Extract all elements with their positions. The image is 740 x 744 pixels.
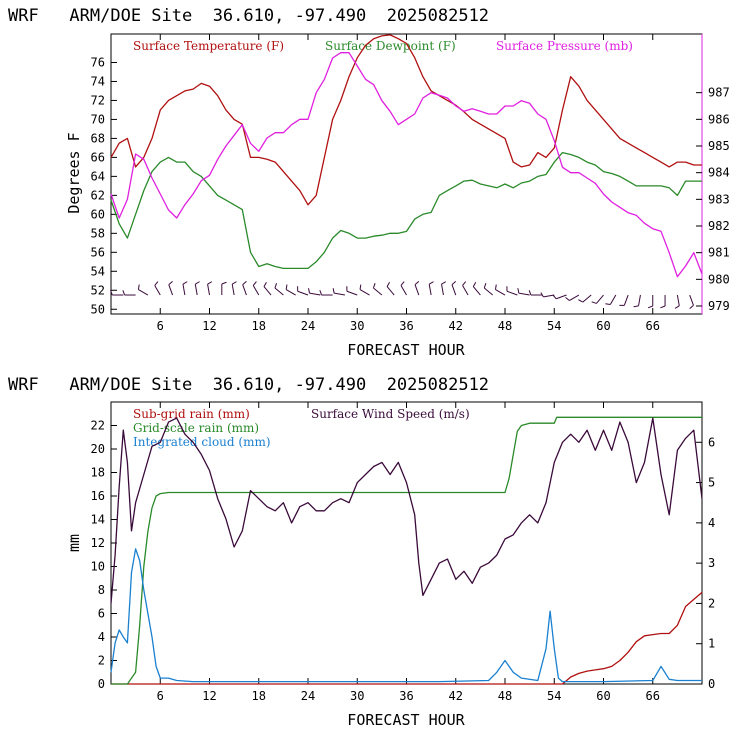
top-y-tick-label: 60 [91, 207, 105, 221]
bottom-y-tick-label: 4 [98, 630, 105, 644]
top-x-tick-label: 54 [547, 319, 561, 333]
top-x-tick-label: 48 [498, 319, 512, 333]
top-y-tick-label: 64 [91, 169, 105, 183]
legend-sub-grid-rain: Sub-grid rain (mm) [133, 407, 250, 421]
top-y-tick-label: 54 [91, 264, 105, 278]
top-y-axis-label: Degrees F [65, 132, 83, 213]
top-y2-tick-label: 983 [708, 192, 730, 206]
legend-surface-dewpoint: Surface Dewpoint (F) [325, 39, 456, 53]
top-y-tick-label: 76 [91, 55, 105, 69]
top-y-tick-label: 52 [91, 283, 105, 297]
top-y-tick-label: 66 [91, 150, 105, 164]
bottom-y-tick-label: 16 [91, 489, 105, 503]
bottom-x-tick-label: 12 [202, 689, 216, 703]
top-y2-tick-label: 985 [708, 139, 730, 153]
bottom-x-tick-label: 24 [301, 689, 315, 703]
bottom-y2-tick-label: 4 [708, 516, 715, 530]
top-y-tick-label: 74 [91, 74, 105, 88]
bottom-y-tick-label: 8 [98, 583, 105, 597]
bottom-y-tick-label: 6 [98, 607, 105, 621]
bottom-x-axis-label: FORECAST HOUR [347, 711, 465, 729]
legend-surface-wind-speed: Surface Wind Speed (m/s) [311, 407, 470, 421]
bottom-y-tick-label: 0 [98, 677, 105, 691]
bottom-x-tick-label: 54 [547, 689, 561, 703]
top-y2-tick-label: 981 [708, 246, 730, 260]
bottom-y-tick-label: 14 [91, 513, 105, 527]
legend-grid-scale-rain: Grid-scale rain (mm) [133, 421, 259, 435]
bottom-x-tick-label: 42 [449, 689, 463, 703]
top-y-tick-label: 68 [91, 131, 105, 145]
bottom-y-tick-label: 10 [91, 560, 105, 574]
legend-integrated-cloud: Integrated cloud (mm) [133, 435, 271, 449]
bottom-y2-tick-label: 0 [708, 677, 715, 691]
top-x-tick-label: 36 [399, 319, 413, 333]
bottom-y2-tick-label: 1 [708, 637, 715, 651]
top-x-tick-label: 6 [157, 319, 164, 333]
bottom-chart-title: WRF ARM/DOE Site 36.610, -97.490 2025082… [8, 375, 489, 395]
bottom-y-tick-label: 12 [91, 536, 105, 550]
bottom-y2-tick-label: 5 [708, 476, 715, 490]
top-x-tick-label: 60 [596, 319, 610, 333]
bottom-x-tick-label: 6 [157, 689, 164, 703]
top-y-tick-label: 50 [91, 302, 105, 316]
top-y-tick-label: 58 [91, 226, 105, 240]
bottom-y2-tick-label: 2 [708, 596, 715, 610]
top-x-tick-label: 42 [449, 319, 463, 333]
bottom-y-tick-label: 18 [91, 466, 105, 480]
top-y2-tick-label: 987 [708, 86, 730, 100]
top-x-axis-label: FORECAST HOUR [347, 341, 465, 359]
top-x-tick-label: 30 [350, 319, 364, 333]
bottom-y-axis-label: mm [65, 534, 83, 552]
top-y2-tick-label: 980 [708, 272, 730, 286]
top-chart-title: WRF ARM/DOE Site 36.610, -97.490 2025082… [8, 6, 489, 26]
bottom-x-tick-label: 36 [399, 689, 413, 703]
top-y-tick-label: 72 [91, 93, 105, 107]
top-x-tick-label: 18 [252, 319, 266, 333]
top-y2-tick-label: 979 [708, 299, 730, 313]
bottom-y-tick-label: 22 [91, 419, 105, 433]
top-x-tick-label: 12 [202, 319, 216, 333]
top-y2-tick-label: 982 [708, 219, 730, 233]
top-y-tick-label: 70 [91, 112, 105, 126]
legend-surface-pressure: Surface Pressure (mb) [496, 39, 633, 53]
top-y2-tick-label: 984 [708, 166, 730, 180]
top-x-tick-label: 24 [301, 319, 315, 333]
bottom-y-tick-label: 2 [98, 654, 105, 668]
bottom-x-tick-label: 48 [498, 689, 512, 703]
top-y-tick-label: 62 [91, 188, 105, 202]
top-y-tick-label: 56 [91, 245, 105, 259]
bottom-y2-tick-label: 3 [708, 556, 715, 570]
top-y2-tick-label: 986 [708, 112, 730, 126]
bottom-x-tick-label: 18 [252, 689, 266, 703]
bottom-x-tick-label: 66 [646, 689, 660, 703]
bottom-y-tick-label: 20 [91, 442, 105, 456]
bottom-x-tick-label: 60 [596, 689, 610, 703]
top-x-tick-label: 66 [646, 319, 660, 333]
bottom-x-tick-label: 30 [350, 689, 364, 703]
bottom-y2-tick-label: 6 [708, 435, 715, 449]
legend-surface-temperature: Surface Temperature (F) [133, 39, 284, 53]
